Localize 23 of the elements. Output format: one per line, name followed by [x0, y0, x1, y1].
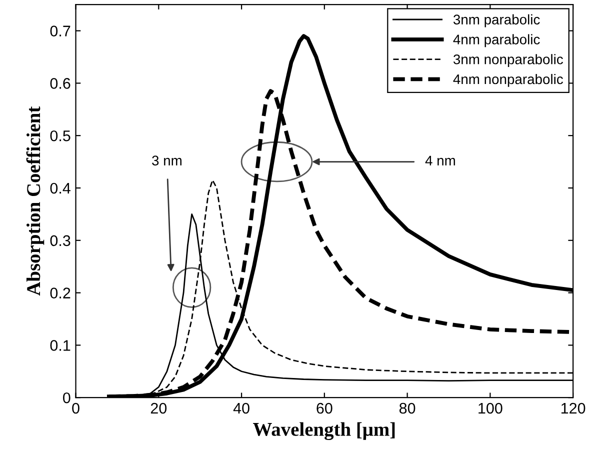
y-tick-label: 0 [63, 392, 70, 404]
x-tick-label: 60 [316, 402, 332, 414]
x-tick-label: 80 [399, 402, 416, 414]
annotation: 4 nm [425, 156, 455, 166]
y-tick-label: 0.6 [50, 78, 70, 89]
annotation: 3 nm [152, 156, 182, 166]
y-tick-label: 0.3 [50, 235, 70, 246]
x-axis-title: Wavelength [μm] [253, 422, 395, 440]
legend-label: 3nm nonparabolic [453, 54, 563, 68]
y-tick-label: 0.2 [50, 288, 70, 298]
x-tick-label: 40 [233, 402, 250, 414]
x-tick-label: 100 [478, 402, 502, 414]
y-tick-label: 0.7 [50, 26, 70, 36]
x-tick-label: 0 [72, 402, 80, 414]
x-tick-label: 120 [561, 402, 586, 414]
legend-label: 3nm parabolic [453, 14, 540, 28]
legend-label: 4nm nonparabolic [453, 74, 563, 87]
x-tick-label: 20 [150, 402, 167, 414]
y-tick-label: 0.4 [50, 182, 70, 194]
y-tick-label: 0.1 [50, 340, 70, 351]
y-tick-label: 0.5 [50, 130, 70, 142]
y-axis-title: Absorption Coefficient [26, 106, 44, 296]
legend-label: 4nm parabolic [453, 34, 540, 48]
